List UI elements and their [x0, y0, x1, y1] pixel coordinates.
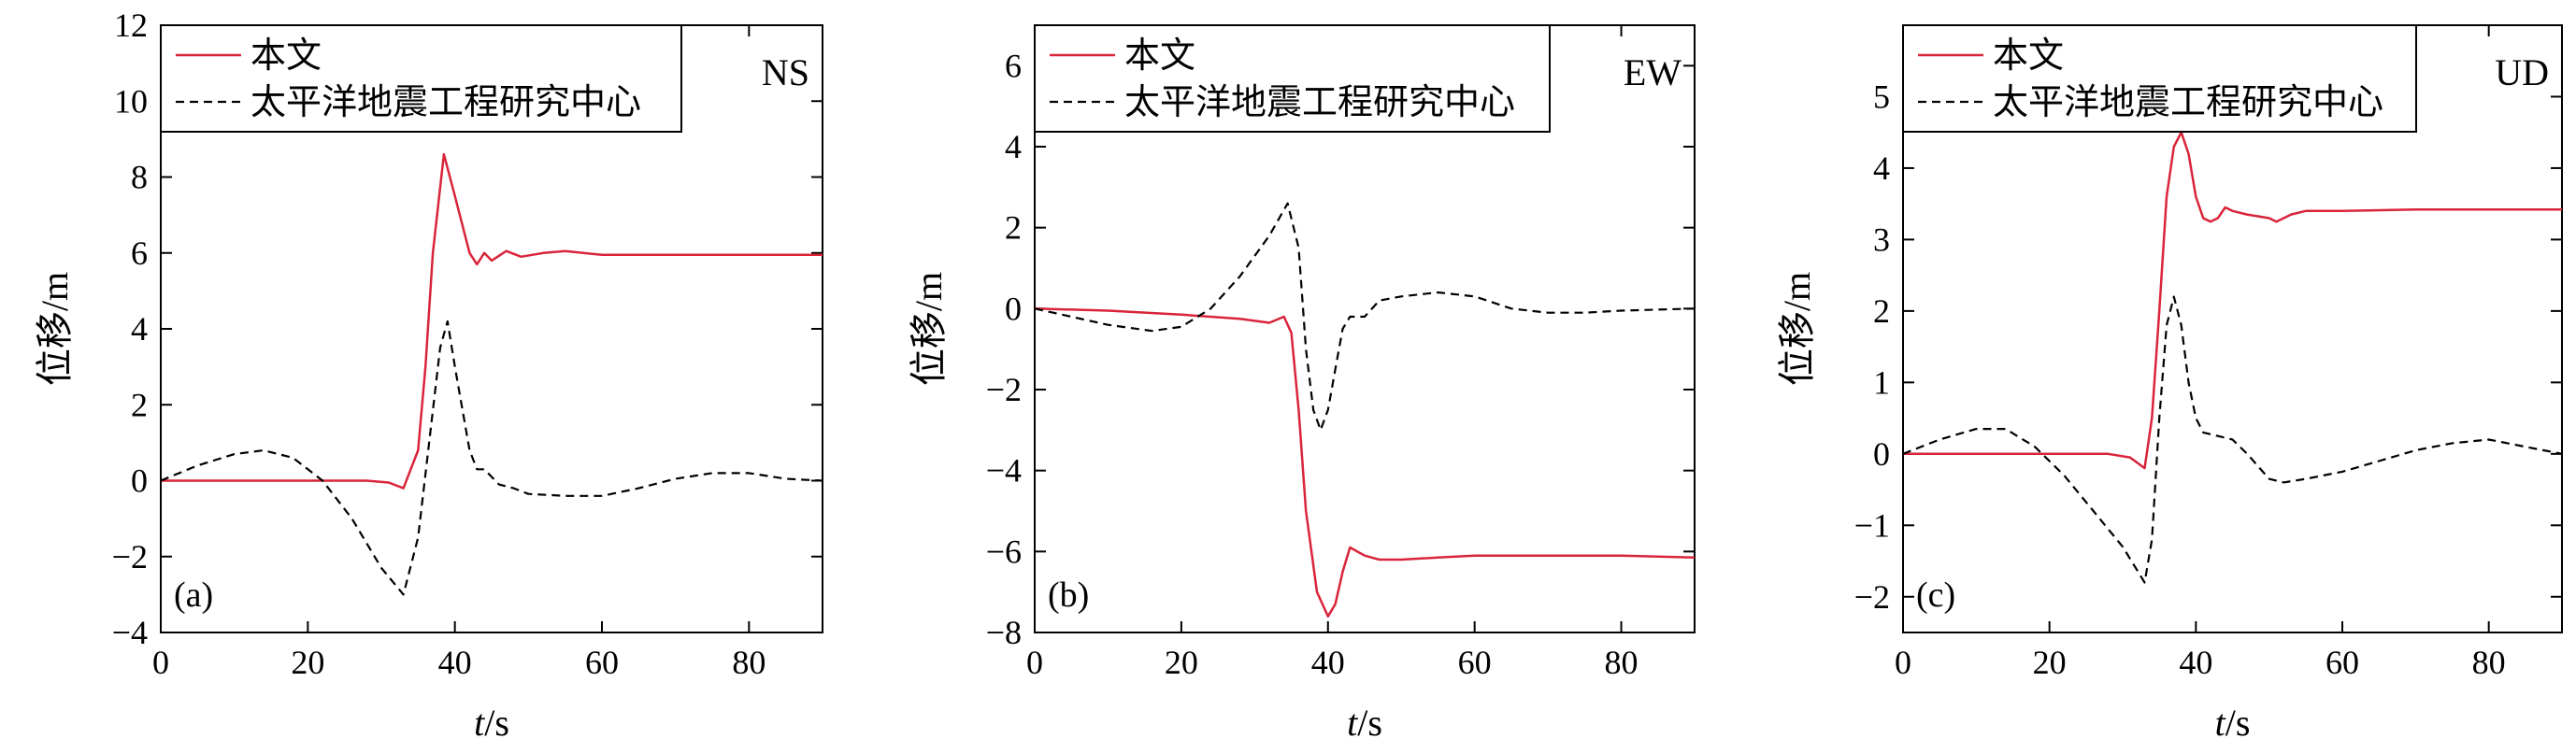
y-tick-label: 5: [1873, 78, 1890, 115]
legend-entry-label: 太平洋地震工程研究中心: [250, 83, 641, 122]
series-line-this-paper: [161, 152, 823, 490]
series-line-this-paper: [1903, 131, 2562, 470]
y-tick-label: −8: [986, 614, 1022, 651]
x-tick-label: 80: [1605, 644, 1639, 681]
legend-box: [160, 24, 682, 133]
y-tick-label: −2: [1854, 578, 1890, 616]
x-tick-label: 40: [438, 644, 472, 681]
y-tick-label: 0: [1873, 435, 1890, 473]
y-tick-label: −2: [112, 538, 148, 575]
y-tick-label: 0: [131, 462, 148, 500]
legend-box: [1034, 24, 1551, 133]
x-axis-label: t/s: [1347, 702, 1382, 744]
y-tick-label: −4: [986, 452, 1022, 490]
x-tick-label: 20: [291, 644, 324, 681]
y-tick-label: −2: [986, 371, 1022, 408]
series-line-peer: [1035, 202, 1695, 432]
y-tick-label: 6: [131, 234, 148, 272]
y-tick-label: −1: [1854, 506, 1890, 544]
y-axis-label: 位移/m: [1776, 272, 1818, 386]
y-tick-label: −6: [986, 533, 1022, 570]
y-tick-label: 2: [131, 386, 148, 423]
y-tick-label: −4: [112, 614, 148, 651]
legend-entry-label: 本文: [1124, 36, 1195, 76]
y-tick-label: 4: [1005, 128, 1022, 165]
panel-label: (a): [174, 575, 213, 615]
x-tick-label: 80: [732, 644, 766, 681]
series-line-peer: [161, 320, 823, 596]
x-tick-label: 80: [2472, 644, 2506, 681]
y-tick-label: 8: [131, 159, 148, 196]
y-axis-label: 位移/m: [908, 272, 950, 386]
x-tick-label: 40: [2179, 644, 2212, 681]
y-tick-label: 0: [1005, 290, 1022, 327]
component-label: NS: [762, 51, 809, 93]
x-tick-label: 0: [152, 644, 169, 681]
x-tick-label: 0: [1895, 644, 1911, 681]
y-tick-label: 10: [114, 82, 148, 120]
y-tick-label: 1: [1873, 363, 1890, 401]
y-tick-label: 12: [114, 7, 148, 44]
series-line-this-paper: [1035, 307, 1695, 618]
legend-entry-label: 太平洋地震工程研究中心: [1993, 83, 2383, 122]
x-tick-label: 40: [1311, 644, 1345, 681]
y-tick-label: 2: [1005, 209, 1022, 247]
panel-label: (c): [1916, 575, 1955, 615]
legend-entry-label: 太平洋地震工程研究中心: [1124, 83, 1515, 122]
component-label: UD: [2495, 51, 2549, 93]
x-tick-label: 60: [1458, 644, 1492, 681]
x-tick-label: 0: [1026, 644, 1043, 681]
x-tick-label: 20: [1165, 644, 1198, 681]
x-axis-label: t/s: [474, 702, 509, 744]
panel-label: (b): [1048, 575, 1089, 615]
x-tick-label: 60: [585, 644, 619, 681]
legend-entry-label: 本文: [1993, 36, 2064, 76]
series-line-peer: [1903, 295, 2562, 584]
x-tick-label: 60: [2326, 644, 2359, 681]
legend-box: [1902, 24, 2417, 133]
y-tick-label: 6: [1005, 47, 1022, 84]
y-tick-label: 4: [1873, 149, 1890, 187]
x-axis-label: t/s: [2215, 702, 2251, 744]
y-tick-label: 2: [1873, 292, 1890, 330]
y-tick-label: 4: [131, 310, 148, 348]
component-label: EW: [1624, 51, 1682, 93]
legend-entry-label: 本文: [250, 36, 322, 76]
x-tick-label: 20: [2033, 644, 2067, 681]
y-axis-label: 位移/m: [34, 272, 76, 386]
y-tick-label: 3: [1873, 220, 1890, 258]
